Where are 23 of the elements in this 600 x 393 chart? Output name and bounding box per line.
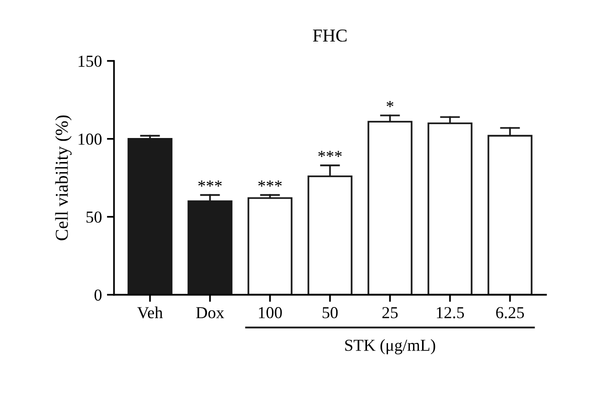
bar	[128, 138, 172, 295]
x-tick-label: 25	[382, 307, 398, 318]
x-tick-label: 6.25	[496, 307, 524, 318]
bar	[248, 197, 292, 295]
x-tick-label: Dox	[196, 307, 224, 318]
y-tick-label: 50	[86, 212, 102, 223]
x-tick-label: 12.5	[436, 307, 464, 318]
x-tick-label: Veh	[137, 306, 163, 318]
annotation: ***	[318, 150, 342, 158]
bar	[368, 120, 412, 295]
annotation: *	[386, 101, 394, 108]
chart-title: FHC	[312, 30, 347, 42]
y-tick-label: 100	[78, 134, 102, 145]
bar	[188, 200, 232, 295]
bar	[428, 122, 472, 295]
text: STK (μg/mL)	[345, 339, 436, 354]
annotation: ***	[258, 180, 282, 187]
y-tick-label: 0	[94, 289, 102, 301]
annotation: ***	[198, 180, 222, 187]
y-tick-label: 150	[78, 56, 102, 67]
x-tick-label: 50	[322, 307, 338, 318]
y-axis-title: Cell viability (%)	[55, 115, 72, 240]
x-tick-label: 100	[258, 307, 282, 318]
